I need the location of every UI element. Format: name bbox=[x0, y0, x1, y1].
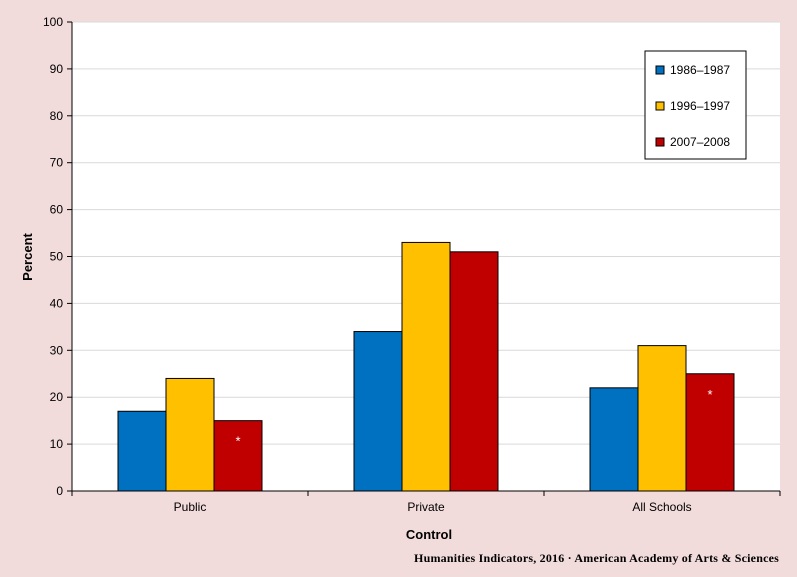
y-tick-label: 100 bbox=[43, 15, 63, 29]
y-tick-label: 0 bbox=[56, 484, 63, 498]
y-tick-label: 10 bbox=[50, 437, 64, 451]
y-tick-label: 20 bbox=[50, 390, 64, 404]
y-tick-label: 70 bbox=[50, 156, 64, 170]
x-tick-label: Public bbox=[174, 500, 207, 514]
bar-annotation: * bbox=[707, 387, 712, 402]
bar-public-1 bbox=[165, 377, 215, 492]
legend-swatch bbox=[655, 101, 665, 111]
y-tick-label: 60 bbox=[50, 203, 64, 217]
y-tick-label: 50 bbox=[50, 250, 64, 264]
x-tick-label: All Schools bbox=[632, 500, 691, 514]
legend-swatch bbox=[655, 137, 665, 147]
bar-all-schools-0 bbox=[589, 387, 639, 492]
bar-all-schools-1 bbox=[637, 345, 687, 492]
bar-all-schools-2 bbox=[685, 373, 735, 492]
x-axis-title: Control bbox=[406, 527, 452, 542]
y-tick-label: 90 bbox=[50, 62, 64, 76]
bar-private-2 bbox=[449, 251, 499, 492]
axes bbox=[67, 21, 781, 496]
y-tick-labels: 0 10 20 30 40 50 60 70 80 90 100 bbox=[43, 15, 63, 498]
legend-label: 1996–1997 bbox=[670, 99, 730, 113]
x-tick-labels: Public Private All Schools bbox=[174, 500, 692, 514]
legend-label: 1986–1987 bbox=[670, 63, 730, 77]
annotations: ** bbox=[235, 387, 712, 449]
bar-private-0 bbox=[353, 331, 403, 492]
source-credit: Humanities Indicators, 2016 · American A… bbox=[414, 551, 779, 565]
y-tick-label: 80 bbox=[50, 109, 64, 123]
legend-swatch bbox=[655, 65, 665, 75]
y-tick-label: 30 bbox=[50, 343, 64, 357]
y-axis-title: Percent bbox=[20, 232, 35, 280]
legend: 1986–1987 1996–1997 2007–2008 bbox=[644, 50, 747, 160]
bar-public-0 bbox=[117, 410, 167, 492]
bar-public-2 bbox=[213, 420, 263, 492]
y-tick-label: 40 bbox=[50, 296, 64, 310]
x-tick-label: Private bbox=[407, 500, 445, 514]
bar-private-1 bbox=[401, 241, 451, 492]
legend-label: 2007–2008 bbox=[670, 135, 730, 149]
bar-annotation: * bbox=[235, 434, 240, 449]
bars bbox=[117, 241, 735, 492]
